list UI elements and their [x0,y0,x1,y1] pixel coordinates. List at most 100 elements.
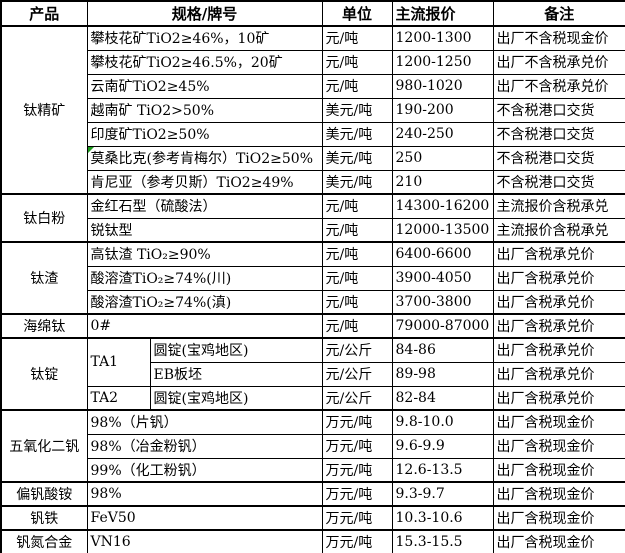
cell-note: 不含税港口交货 [492,97,625,123]
cell-unit: 元/吨 [321,193,393,219]
cell-price: 6400-6600 [391,241,494,267]
cell-spec: 肯尼亚（参考贝斯）TiO2≥49% [86,169,323,195]
table-row: 钛锭 TA1 圆锭(宝鸡地区) 元/公斤 84-86 出厂含税承兑价 [0,337,625,411]
cell-note: 出厂含税现金价 [492,433,625,459]
table-row: 酸溶渣TiO₂≥74%(滇) 元/吨 3700-3800 出厂含税承兑价 [1,289,625,315]
table-row: 钛精矿 攀枝花矿TiO2≥46%，10矿 元/吨 1200-1300 出厂不含税… [0,25,625,195]
cell-spec: 0# [86,313,323,339]
cell-price: 9.8-10.0 [391,409,494,435]
header-row: 产品 规格/牌号 单位 主流报价 备注 [0,0,625,27]
cell-unit: 元/公斤 [321,337,393,363]
cell-unit: 元/吨 [321,49,393,75]
cell-price: 12.6-13.5 [391,457,494,483]
header-note: 备注 [492,0,625,27]
cell-note: 出厂含税承兑价 [492,241,625,267]
cell-spec: 莫桑比克(参考肯梅尔）TiO2≥50% [86,145,323,171]
cell-price: 3900-4050 [391,265,494,291]
header-spec: 规格/牌号 [86,0,323,27]
cell-spec: VN16 [86,529,323,553]
cell-price: 3700-3800 [391,289,494,315]
cell-price: 250 [391,145,494,171]
cell-note: 出厂含税承兑价 [492,361,625,387]
cell-note: 不含税港口交货 [492,121,625,147]
cell-spec: FeV50 [86,505,323,531]
cell-product: 钛白粉 [0,193,88,243]
cell-unit: 美元/吨 [321,121,393,147]
table-row: 钒氮合金 VN16 万元/吨 15.3-15.5 出厂含税现金价 [0,529,625,553]
cell-unit: 元/吨 [321,289,393,315]
table-row: 攀枝花矿TiO2≥46.5%，20矿 元/吨 1200-1250 出厂不含税承兑… [1,49,625,75]
cell-grade: TA1 [86,337,151,387]
cell-price: 980-1020 [391,73,494,99]
cell-note: 出厂含税承兑价 [492,385,625,411]
cell-unit: 万元/吨 [321,505,393,531]
cell-spec: 攀枝花矿TiO2≥46%，10矿 [86,25,323,51]
cell-price: 1200-1300 [391,25,494,51]
cell-unit: 元/吨 [321,241,393,267]
cell-spec: 云南矿TiO2≥45% [86,73,323,99]
cell-spec: 98%（片钒） [86,409,323,435]
cell-note: 出厂含税现金价 [492,457,625,483]
header-price: 主流报价 [391,0,494,27]
cell-spec: 印度矿TiO2≥50% [86,121,323,147]
cell-unit: 万元/吨 [321,529,393,553]
cell-price: 9.3-9.7 [391,481,494,507]
cell-unit: 元/吨 [321,25,393,51]
cell-price: 89-98 [391,361,494,387]
table-row: EB板坯 元/公斤 89-98 出厂含税承兑价 [1,361,625,387]
cell-price: 210 [391,169,494,195]
table-row: 锐钛型 元/吨 12000-13500 主流报价含税承兑 [1,217,625,243]
cell-product: 钒铁 [0,505,88,531]
table-row: 云南矿TiO2≥45% 元/吨 980-1020 出厂不含税承兑价 [1,73,625,99]
cell-unit: 元/公斤 [321,385,393,411]
cell-product: 钛渣 [0,241,88,315]
cell-spec: 金红石型（硫酸法） [86,193,323,219]
cell-type: 圆锭(宝鸡地区) [149,337,323,363]
cell-price: 1200-1250 [391,49,494,75]
cell-spec: 越南矿 TiO2>50% [86,97,323,123]
cell-product: 钛锭 [0,337,88,411]
cell-price: 9.6-9.9 [391,433,494,459]
cell-price: 14300-16200 [391,193,494,219]
cell-spec: 酸溶渣TiO₂≥74%(滇) [86,289,323,315]
cell-spec: 99%（化工粉钒） [86,457,323,483]
cell-note: 主流报价含税承兑 [492,193,625,219]
cell-price: 190-200 [391,97,494,123]
table-row: 酸溶渣TiO₂≥74%(川) 元/吨 3900-4050 出厂含税承兑价 [1,265,625,291]
cell-note: 主流报价含税承兑 [492,217,625,243]
cell-type: EB板坯 [149,361,323,387]
cell-unit: 元/吨 [321,265,393,291]
cell-note: 不含税港口交货 [492,169,625,195]
table-row: 钒铁 FeV50 万元/吨 10.3-10.6 出厂含税现金价 [0,505,625,531]
cell-note: 出厂含税承兑价 [492,313,625,339]
cell-unit: 美元/吨 [321,97,393,123]
cell-product: 钒氮合金 [0,529,88,553]
cell-note: 出厂含税承兑价 [492,337,625,363]
cell-note: 出厂不含税现金价 [492,25,625,51]
table-row: 偏钒酸铵 98% 万元/吨 9.3-9.7 出厂含税现金价 [0,481,625,507]
cell-price: 79000-87000 [391,313,494,339]
cell-unit: 美元/吨 [321,145,393,171]
cell-product: 钛精矿 [0,25,88,195]
table-row: 海绵钛 0# 元/吨 79000-87000 出厂含税承兑价 [0,313,625,339]
table-row: 印度矿TiO2≥50% 美元/吨 240-250 不含税港口交货 [1,121,625,147]
cell-price: 10.3-10.6 [391,505,494,531]
table-row: 莫桑比克(参考肯梅尔）TiO2≥50% 美元/吨 250 不含税港口交货 [1,145,625,171]
cell-spec: 98%（冶金粉钒） [86,433,323,459]
cell-price: 240-250 [391,121,494,147]
cell-unit: 万元/吨 [321,481,393,507]
table-row: 99%（化工粉钒） 万元/吨 12.6-13.5 出厂含税现金价 [1,457,625,483]
cell-unit: 元/吨 [321,73,393,99]
header-unit: 单位 [321,0,393,27]
cell-product: 偏钒酸铵 [0,481,88,507]
cell-note: 出厂含税现金价 [492,409,625,435]
cell-note: 出厂含税承兑价 [492,289,625,315]
cell-note: 出厂不含税承兑价 [492,73,625,99]
cell-note: 出厂含税现金价 [492,529,625,553]
cell-spec: 酸溶渣TiO₂≥74%(川) [86,265,323,291]
cell-price: 84-86 [391,337,494,363]
cell-note: 出厂含税现金价 [492,481,625,507]
cell-note: 出厂含税承兑价 [492,265,625,291]
cell-unit: 万元/吨 [321,433,393,459]
